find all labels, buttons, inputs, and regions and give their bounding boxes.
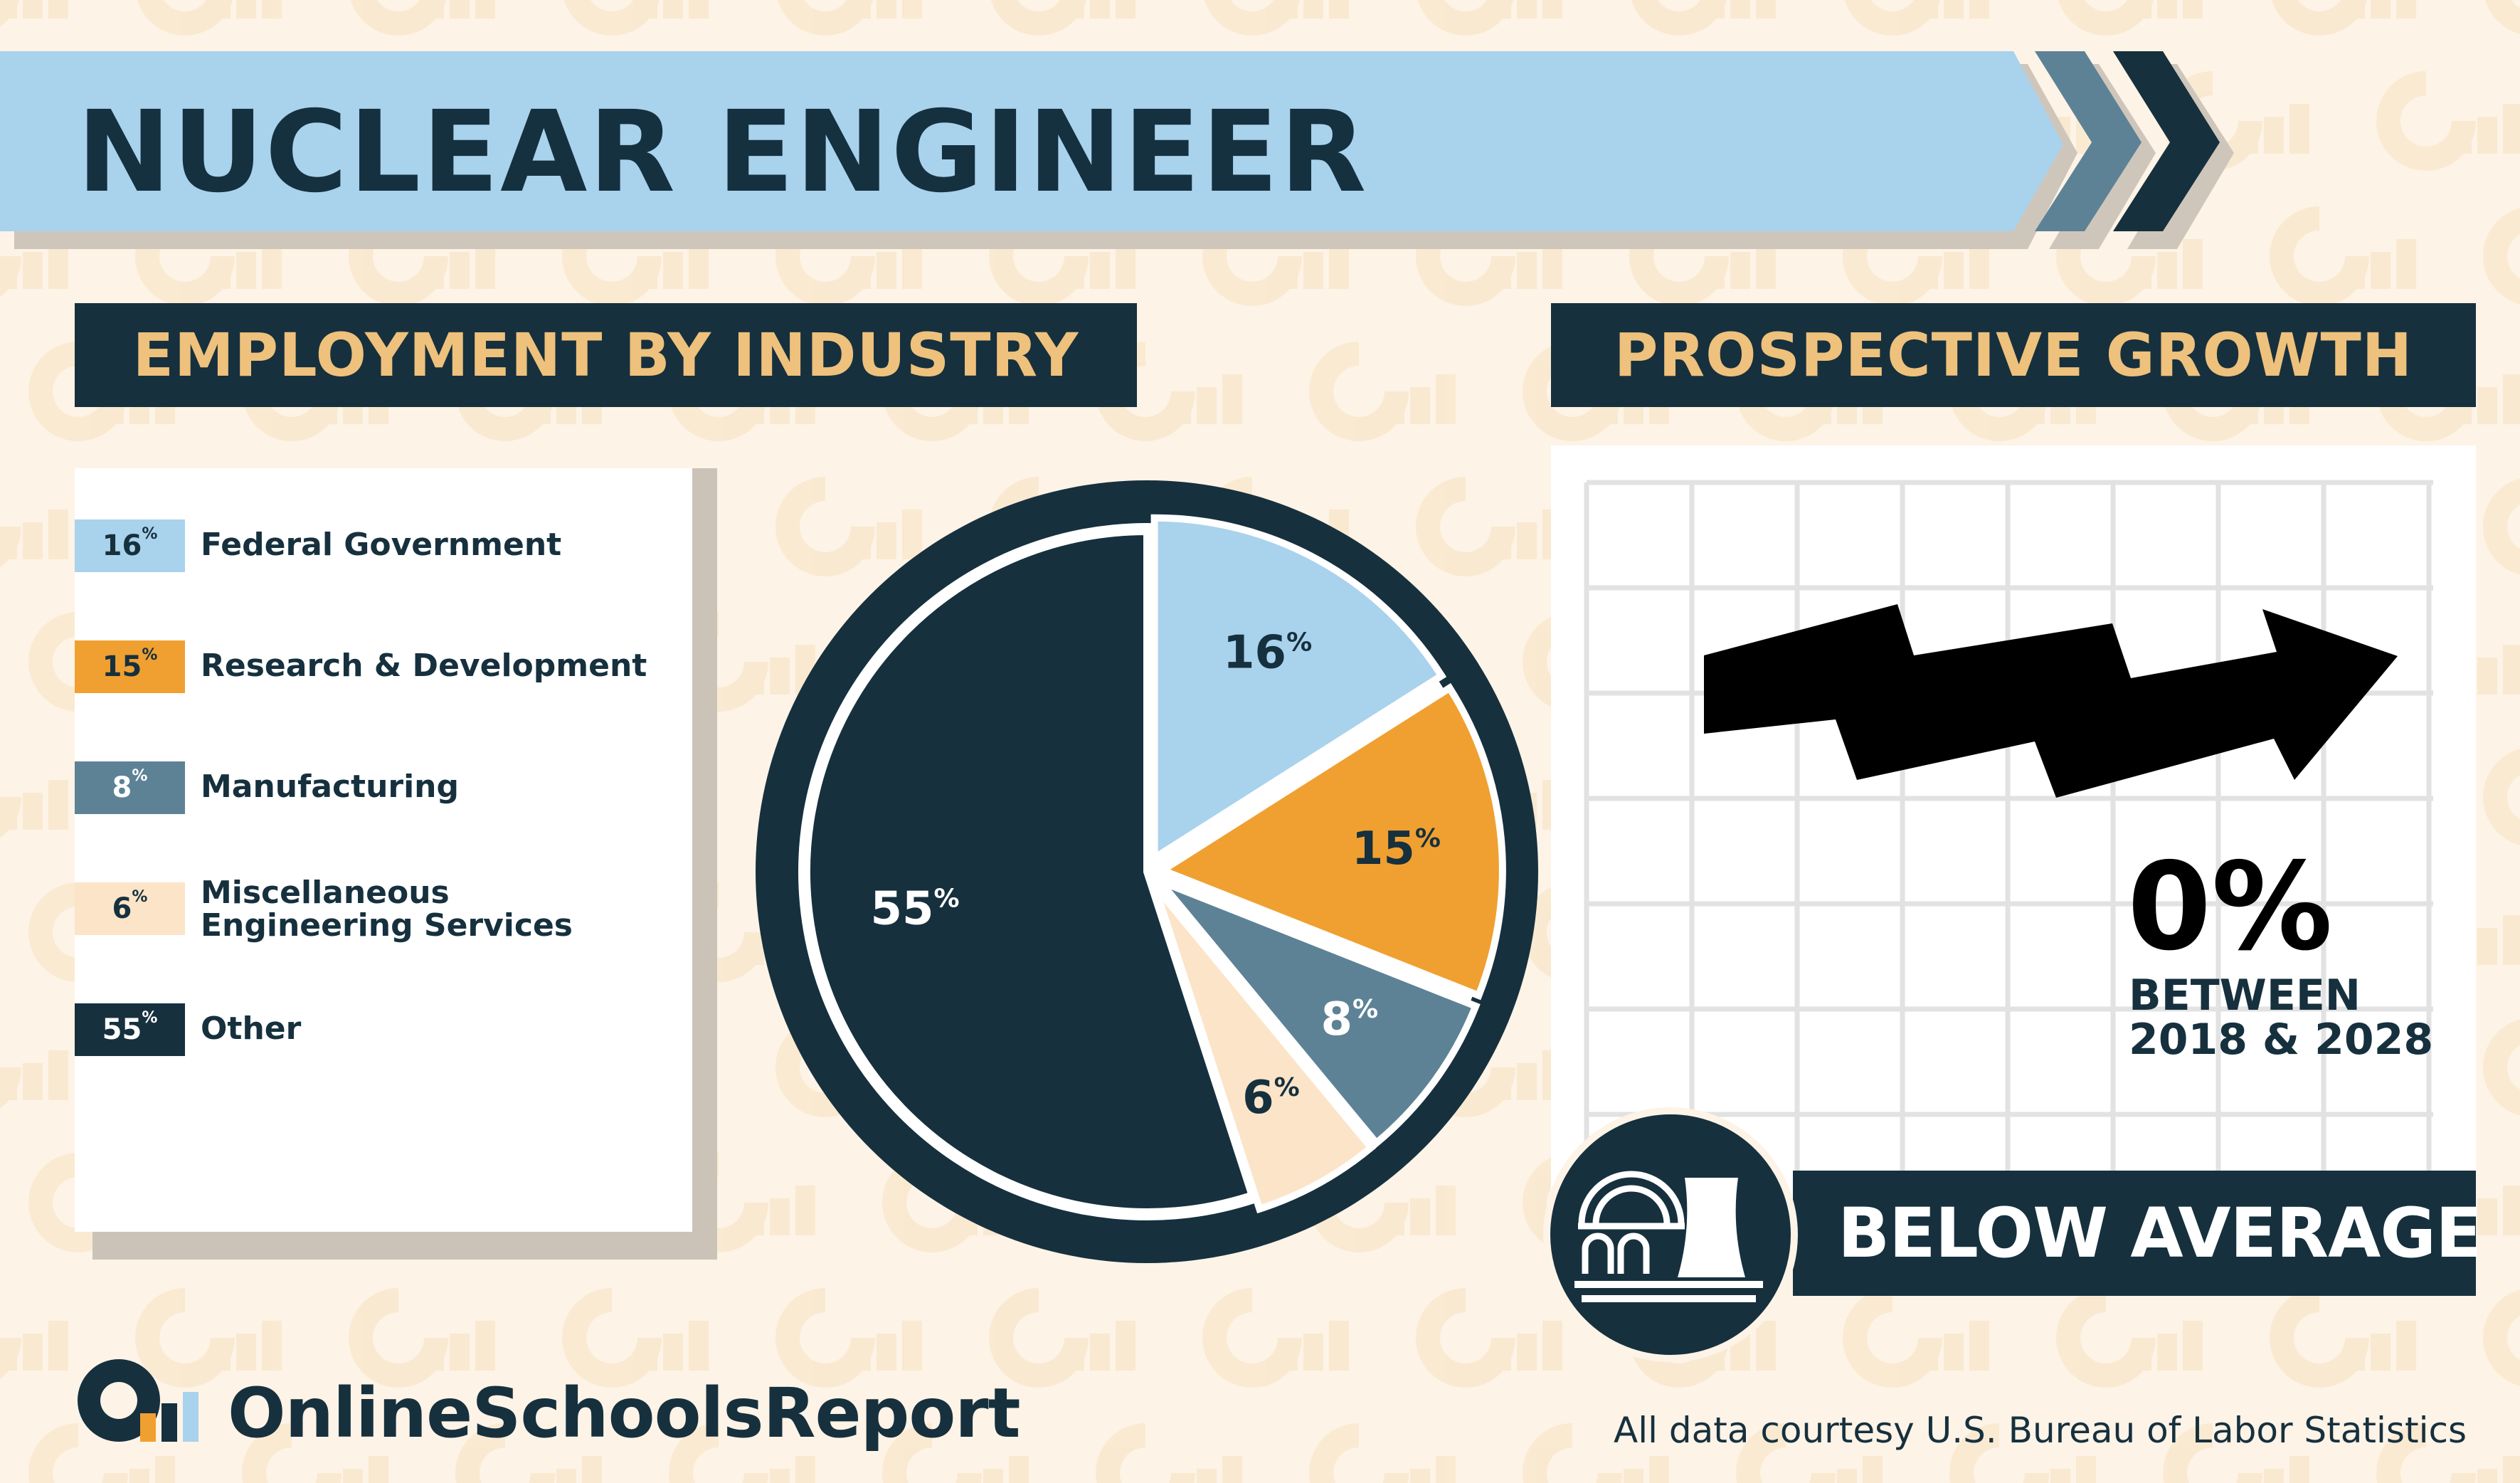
growth-caption-line1: BETWEEN (2129, 971, 2361, 1020)
pie-slices (803, 514, 1506, 1215)
legend-pct: 16 (102, 529, 142, 562)
legend-label: Research & Development (201, 648, 647, 684)
pie-label: 15% (1352, 823, 1441, 875)
percent-sign: % (132, 767, 148, 785)
pie-slice-other (803, 527, 1257, 1215)
watermark-logo-icon (0, 1288, 68, 1388)
legend-pct: 55 (102, 1013, 142, 1046)
growth-caption: BETWEEN 2018 & 2028 (2129, 973, 2433, 1062)
brand-logo-icon (78, 1359, 198, 1442)
chevron-icon (2113, 51, 2220, 231)
pie-slice-federal-government (1150, 514, 1447, 865)
page-title: NUCLEAR ENGINEER (77, 87, 1368, 218)
growth-header: PROSPECTIVE GROWTH (1551, 303, 2476, 407)
legend-swatch: 16% (75, 519, 185, 572)
chevron-icon (2035, 51, 2142, 231)
growth-rating: BELOW AVERAGE (1838, 1193, 2482, 1273)
watermark-logo-icon (2056, 1288, 2203, 1388)
legend-swatch: 55% (75, 1003, 185, 1056)
watermark-logo-icon (1843, 1288, 1989, 1388)
watermark-logo-icon (2483, 747, 2520, 847)
percent-sign: % (142, 1009, 158, 1027)
legend-pct: 15 (102, 650, 142, 683)
brand-name: OnlineSchoolsReport (228, 1373, 1020, 1453)
legend-pct: 6 (112, 892, 132, 925)
watermark-logo-icon (1096, 1423, 1242, 1483)
watermark-logo-icon (2483, 1288, 2520, 1388)
pie-slice-miscellaneous-engineering-services (1150, 883, 1377, 1214)
watermark-logo-icon (2270, 1288, 2416, 1388)
legend-label: Miscellaneous (201, 875, 450, 911)
watermark-logo-icon (349, 1288, 495, 1388)
employment-header: EMPLOYMENT BY INDUSTRY (75, 303, 1137, 407)
growth-grid (1584, 480, 2433, 1215)
watermark-logo-icon (1309, 342, 1456, 441)
legend-label: Federal Government (201, 527, 562, 563)
legend-pct: 8 (112, 771, 132, 804)
pie-label: 16% (1223, 627, 1312, 680)
legend-swatch: 6% (75, 882, 185, 935)
watermark-logo-icon (989, 1288, 1135, 1388)
percent-sign: % (142, 525, 158, 543)
watermark-logo-icon (775, 1288, 922, 1388)
legend-label: Other (201, 1010, 302, 1047)
growth-caption-line2: 2018 & 2028 (2129, 1015, 2434, 1065)
watermark-logo-icon (1416, 1288, 1562, 1388)
watermark-logo-icon (1309, 1423, 1456, 1483)
pie-label: 6% (1242, 1072, 1300, 1124)
pie-labels: 16% 15% 8% 6% 55% (870, 627, 1441, 1125)
watermark-logo-icon (0, 747, 68, 847)
data-source-note: All data courtesy U.S. Bureau of Labor S… (1614, 1410, 2467, 1451)
watermark-logo-icon (0, 1018, 68, 1117)
legend-swatch: 15% (75, 640, 185, 693)
pie-slice-manufacturing (1156, 877, 1481, 1149)
watermark-logo-icon (0, 477, 68, 576)
legend-label: Manufacturing (201, 769, 459, 805)
legend-swatch: 8% (75, 761, 185, 814)
trend-arrow-icon (1704, 604, 2398, 798)
watermark-logo-icon (2483, 1018, 2520, 1117)
watermark-logo-icon (1202, 1288, 1349, 1388)
legend-label-line2: Engineering Services (201, 907, 573, 944)
pie-slice-research-development (1154, 682, 1506, 1001)
power-plant-icon (1543, 1107, 1798, 1362)
watermark-logo-icon (2483, 477, 2520, 576)
percent-sign: % (142, 646, 158, 664)
percent-sign: % (132, 888, 148, 906)
legend-card (75, 468, 692, 1232)
title-banner (0, 51, 2234, 249)
growth-value: 0% (2127, 837, 2333, 978)
watermark-logo-icon (562, 1288, 709, 1388)
pie-label: 8% (1320, 993, 1378, 1046)
rating-bar (1793, 1171, 2476, 1296)
pie-label: 55% (870, 883, 959, 936)
pie-chart: 16% 15% 8% 6% 55% (756, 480, 1538, 1263)
